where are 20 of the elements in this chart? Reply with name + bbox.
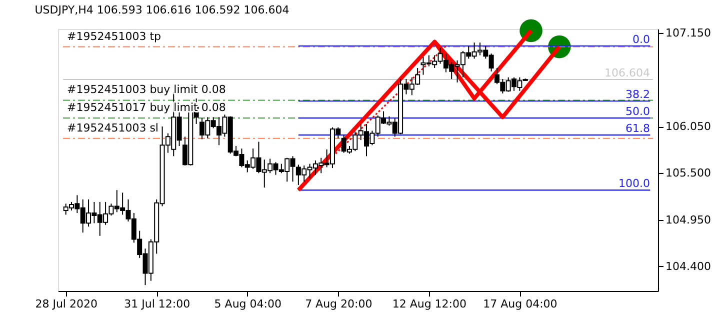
y-tick-label: 107.150 (666, 26, 711, 40)
ref-line-label: #1952451003 buy limit 0.08 (67, 83, 226, 96)
annotation: 100.0 (618, 177, 650, 190)
ref-line-label: #1952451003 sl (67, 121, 158, 134)
x-tick-label: 31 Jul 12:00 (124, 298, 190, 310)
y-tick-label: 104.950 (666, 213, 711, 226)
y-tick-label: 105.500 (666, 166, 711, 180)
annotation: 50.0 (626, 105, 650, 118)
y-tick-label: 106.050 (666, 120, 711, 134)
x-tick-label: 12 Aug 12:00 (392, 298, 466, 310)
chart-title: USDJPY,H4 106.593 106.616 106.592 106.604 (34, 3, 290, 16)
ref-line-label: #1952451003 tp (67, 30, 162, 43)
x-tick-label: 5 Aug 04:00 (214, 298, 282, 310)
x-tick-label: 7 Aug 20:00 (305, 298, 372, 310)
x-tick-label: 28 Jul 2020 (35, 298, 98, 310)
annotation: 61.8 (626, 122, 650, 135)
y-tick-label: 104.400 (666, 260, 711, 273)
annotation: 0.0 (632, 32, 650, 46)
annotation: 38.2 (626, 88, 650, 102)
x-tick-label: 17 Aug 04:00 (483, 298, 558, 310)
